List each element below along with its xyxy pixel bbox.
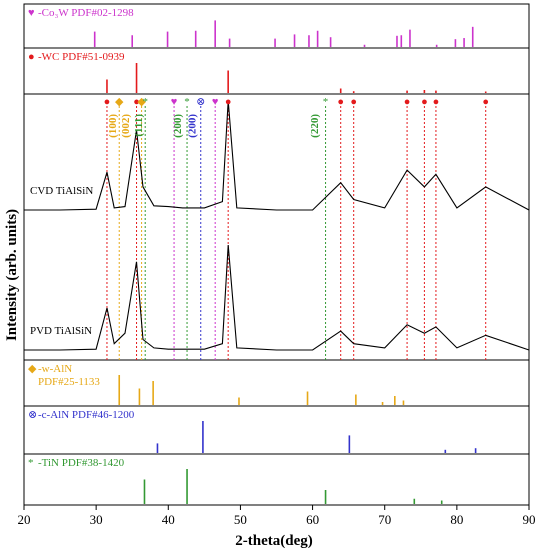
- x-tick-label-7: 90: [523, 512, 536, 527]
- peak-marker-8: ♥: [212, 96, 219, 108]
- peak-annotation-1: (002): [120, 114, 132, 138]
- peak-marker-11: ●: [337, 96, 344, 108]
- top-panel-marker-0: ♥: [28, 7, 35, 19]
- peak-annotation-5: (220): [309, 114, 321, 138]
- peak-marker-14: ●: [421, 96, 428, 108]
- top-panel-marker-1: ●: [28, 51, 35, 63]
- x-tick-label-6: 80: [450, 512, 463, 527]
- bottom-panel-title-1: -c-AlN PDF#46-1200: [38, 409, 135, 421]
- peak-annotation-2: (111): [133, 114, 145, 137]
- peak-marker-4: *: [142, 96, 148, 108]
- series-line-1: [24, 244, 530, 351]
- bottom-panel-subtitle-0: PDF#25-1133: [38, 376, 100, 388]
- series-line-0: [24, 100, 530, 211]
- x-tick-label-5: 70: [378, 512, 391, 527]
- main-panel-frame: [23, 93, 530, 361]
- x-tick-label-2: 40: [162, 512, 175, 527]
- top-panel-title-0: -Co₃W PDF#02-1298: [38, 7, 134, 19]
- peak-guide-lines: [106, 106, 487, 360]
- peak-marker-9: ●: [225, 96, 232, 108]
- peak-marker-2: ●: [133, 96, 140, 108]
- panel-frames: [23, 3, 530, 506]
- peak-marker-5: ♥: [171, 96, 178, 108]
- peak-markers: ● ◆ ●◆* ♥ * ⊗ ♥ ● * ● ● ● ● ● ●: [104, 96, 489, 108]
- bottom-panel-marker-2: *: [28, 457, 34, 469]
- bottom-panel-title-0: -w-AlN: [38, 363, 72, 375]
- peak-marker-0: ●: [104, 96, 111, 108]
- peak-marker-6: *: [184, 96, 190, 108]
- peak-marker-7: ⊗: [196, 96, 205, 108]
- x-tick-label-0: 20: [18, 512, 31, 527]
- peak-annotation-0: (100): [107, 114, 119, 138]
- series-label-0: CVD TiAlSiN: [30, 185, 93, 197]
- peak-marker-16: ●: [482, 96, 489, 108]
- peak-annotation-3: (200): [172, 114, 184, 138]
- peak-marker-15: ●: [433, 96, 440, 108]
- bottom-panel-title-2: -TiN PDF#38-1420: [38, 457, 125, 469]
- bottom-panel-frame-2: [23, 453, 530, 506]
- pattern-curves: [24, 100, 530, 351]
- x-tick-label-1: 30: [90, 512, 103, 527]
- y-axis-label: Intensity (arb. units): [4, 209, 20, 341]
- x-axis-ticks: 20 30 40 50 60 70 80 90: [18, 505, 536, 527]
- peak-marker-10: *: [323, 96, 329, 108]
- x-tick-label-4: 60: [306, 512, 319, 527]
- peak-marker-13: ●: [404, 96, 411, 108]
- bottom-panel-marker-0: ◆: [28, 363, 37, 375]
- series-label-1: PVD TiAlSiN: [30, 325, 92, 337]
- x-tick-label-3: 50: [234, 512, 247, 527]
- x-axis-label: 2-theta(deg): [235, 533, 312, 549]
- peak-marker-3: ◆: [137, 96, 146, 108]
- bottom-panel-marker-1: ⊗: [28, 409, 37, 421]
- panel-labels: ♥ -Co₃W PDF#02-1298● -WC PDF#51-0939◆ -w-Al…: [28, 7, 321, 469]
- peak-marker-12: ●: [350, 96, 357, 108]
- top-panel-title-1: -WC PDF#51-0939: [38, 51, 125, 63]
- peak-annotation-4: (200): [187, 114, 199, 138]
- peak-marker-1: ◆: [115, 96, 124, 108]
- reference-peaks: [93, 20, 487, 504]
